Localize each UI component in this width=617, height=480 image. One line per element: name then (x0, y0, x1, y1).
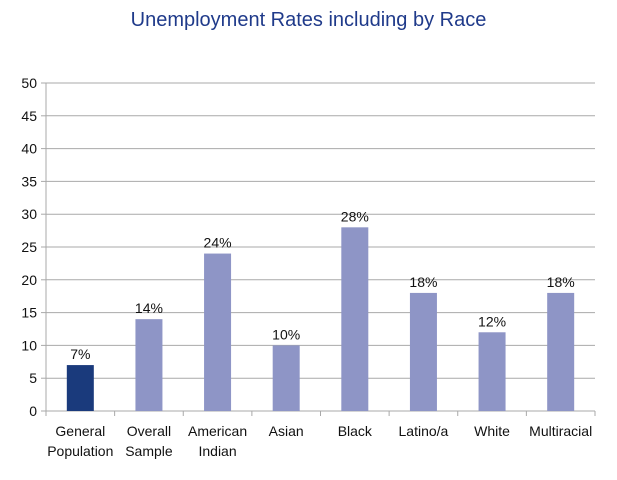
data-label: 28% (341, 208, 369, 224)
bar (66, 365, 94, 411)
chart-title: Unemployment Rates including by Race (130, 9, 487, 31)
bar (272, 345, 300, 411)
bar (547, 292, 575, 411)
data-label: 10% (272, 326, 300, 342)
y-tick-label: 5 (29, 370, 37, 386)
x-tick-label: Multiracial (529, 423, 592, 439)
data-label: 14% (135, 300, 163, 316)
y-tick-label: 20 (21, 272, 37, 288)
y-tick-label: 0 (29, 403, 37, 419)
gridlines (46, 82, 595, 379)
bar (409, 292, 437, 411)
bar (341, 227, 369, 411)
y-tick-label: 15 (21, 305, 37, 321)
x-tick-label: Asian (269, 423, 304, 439)
y-tick-label: 50 (21, 75, 37, 91)
bar (135, 319, 163, 411)
bar (478, 332, 506, 411)
x-tick-label: Overall Sample (125, 423, 173, 459)
data-label: 18% (547, 274, 575, 290)
y-tick-label: 10 (21, 337, 37, 353)
y-tick-label: 40 (21, 141, 37, 157)
y-tick-label: 45 (21, 108, 37, 124)
data-label: 18% (409, 274, 437, 290)
bars (66, 227, 575, 411)
data-label: 12% (478, 313, 506, 329)
x-tick-label: White (474, 423, 510, 439)
data-label: 24% (204, 235, 232, 251)
data-label: 7% (70, 346, 90, 362)
labels: 0 5 10 15 20 25 30 35 40 45 50 7% General Population 1… (21, 75, 592, 459)
y-tick-label: 35 (21, 173, 37, 189)
bar (204, 253, 232, 411)
x-tick-label: General Population (47, 423, 113, 459)
x-tick-label: American Indian (188, 423, 247, 459)
x-tick-label: Black (338, 423, 373, 439)
y-tick-label: 30 (21, 206, 37, 222)
axes (41, 82, 596, 416)
y-tick-label: 25 (21, 239, 37, 255)
x-tick-label: Latino/a (399, 423, 449, 439)
